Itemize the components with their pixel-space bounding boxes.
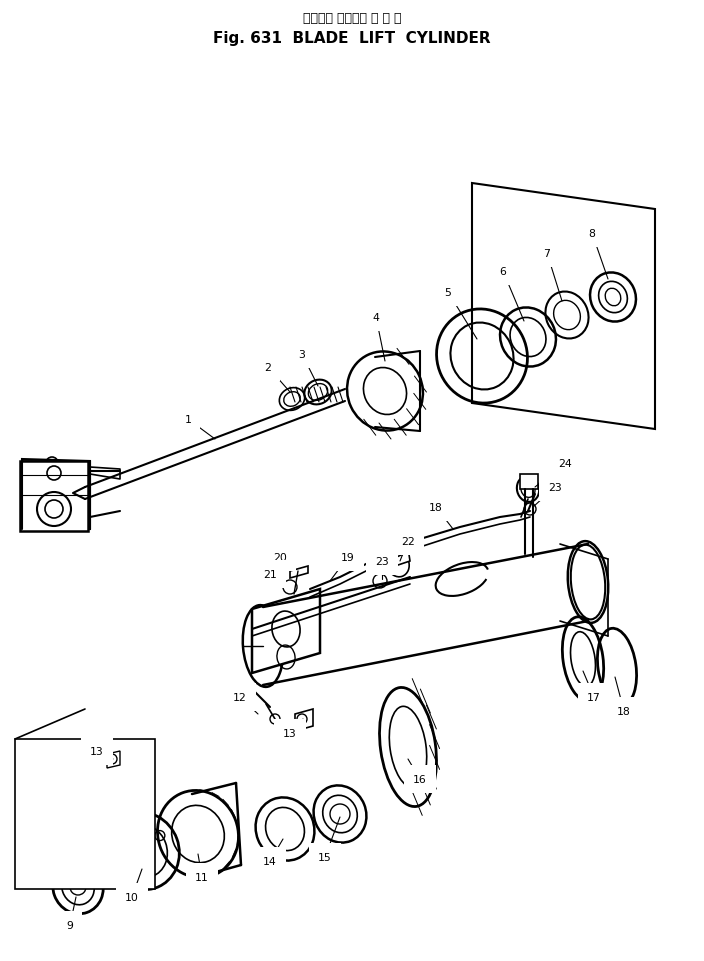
Polygon shape bbox=[295, 709, 313, 731]
Text: 13: 13 bbox=[90, 747, 104, 756]
Polygon shape bbox=[107, 752, 120, 768]
Text: 22: 22 bbox=[401, 536, 415, 547]
Polygon shape bbox=[22, 459, 90, 530]
Text: 17: 17 bbox=[587, 692, 601, 702]
Text: 3: 3 bbox=[298, 350, 306, 359]
Text: 15: 15 bbox=[318, 852, 332, 862]
Text: 4: 4 bbox=[372, 312, 379, 323]
Text: ブレード リフトシ リ ン ダ: ブレード リフトシ リ ン ダ bbox=[303, 12, 401, 24]
Text: 1: 1 bbox=[184, 414, 191, 425]
Polygon shape bbox=[20, 461, 88, 531]
Text: 24: 24 bbox=[558, 458, 572, 469]
Polygon shape bbox=[252, 589, 320, 674]
Text: 23: 23 bbox=[375, 556, 389, 566]
Text: 14: 14 bbox=[263, 856, 277, 866]
Text: 18: 18 bbox=[617, 706, 631, 716]
Text: 16: 16 bbox=[413, 775, 427, 784]
Ellipse shape bbox=[243, 605, 283, 687]
Text: 7: 7 bbox=[543, 249, 551, 259]
Polygon shape bbox=[520, 475, 538, 489]
Polygon shape bbox=[472, 184, 655, 430]
Text: 9: 9 bbox=[67, 920, 73, 930]
Text: 21: 21 bbox=[263, 570, 277, 579]
Text: Fig. 631  BLADE  LIFT  CYLINDER: Fig. 631 BLADE LIFT CYLINDER bbox=[213, 31, 491, 45]
Text: 6: 6 bbox=[500, 267, 506, 277]
Text: 10: 10 bbox=[125, 892, 139, 902]
Text: 8: 8 bbox=[589, 229, 596, 238]
Text: 2: 2 bbox=[265, 362, 272, 373]
Polygon shape bbox=[290, 566, 308, 579]
Text: 11: 11 bbox=[195, 872, 209, 882]
Text: 19: 19 bbox=[341, 553, 355, 562]
Polygon shape bbox=[15, 739, 155, 889]
Polygon shape bbox=[390, 549, 410, 567]
Text: 13: 13 bbox=[283, 728, 297, 738]
Text: 12: 12 bbox=[233, 692, 247, 702]
Polygon shape bbox=[22, 461, 55, 480]
Text: 23: 23 bbox=[548, 482, 562, 492]
Text: 5: 5 bbox=[444, 287, 451, 298]
Ellipse shape bbox=[567, 542, 608, 624]
Text: 20: 20 bbox=[273, 553, 287, 562]
Text: 18: 18 bbox=[429, 503, 443, 512]
